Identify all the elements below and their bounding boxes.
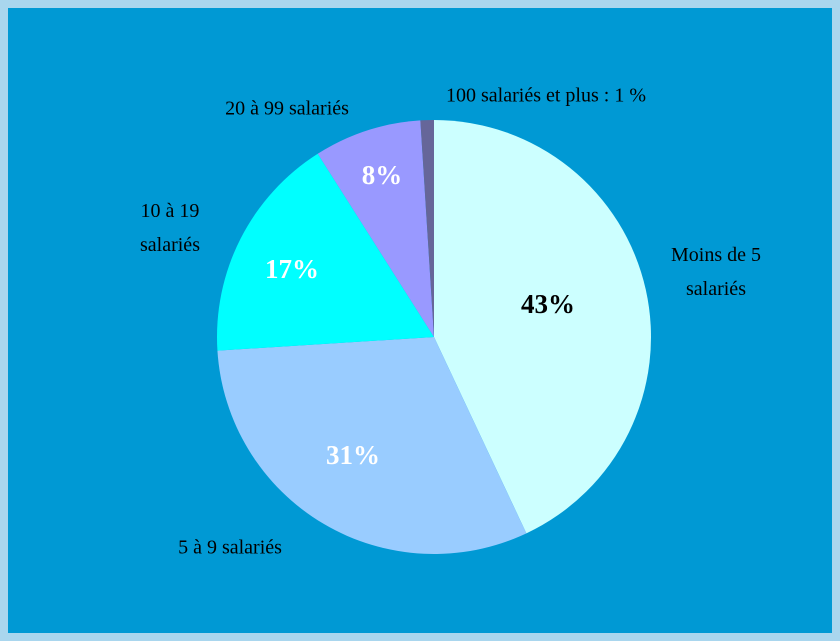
pie-slice	[217, 337, 527, 554]
pie-slice	[317, 120, 434, 338]
value-label: 8%	[362, 160, 403, 190]
category-label: 100 salariés et plus : 1 %	[446, 85, 646, 107]
category-label: 10 à 19 salariés	[140, 200, 200, 256]
value-label: 31%	[326, 440, 380, 470]
category-label: 5 à 9 salariés	[178, 537, 282, 559]
value-label: 17%	[265, 254, 319, 284]
value-label: 43%	[521, 289, 575, 319]
category-label: Moins de 5 salariés	[671, 244, 761, 300]
pie-slice	[420, 120, 434, 337]
category-label: 20 à 99 salariés	[225, 98, 349, 120]
pie-slice	[217, 153, 434, 351]
pie-slice	[434, 120, 652, 534]
